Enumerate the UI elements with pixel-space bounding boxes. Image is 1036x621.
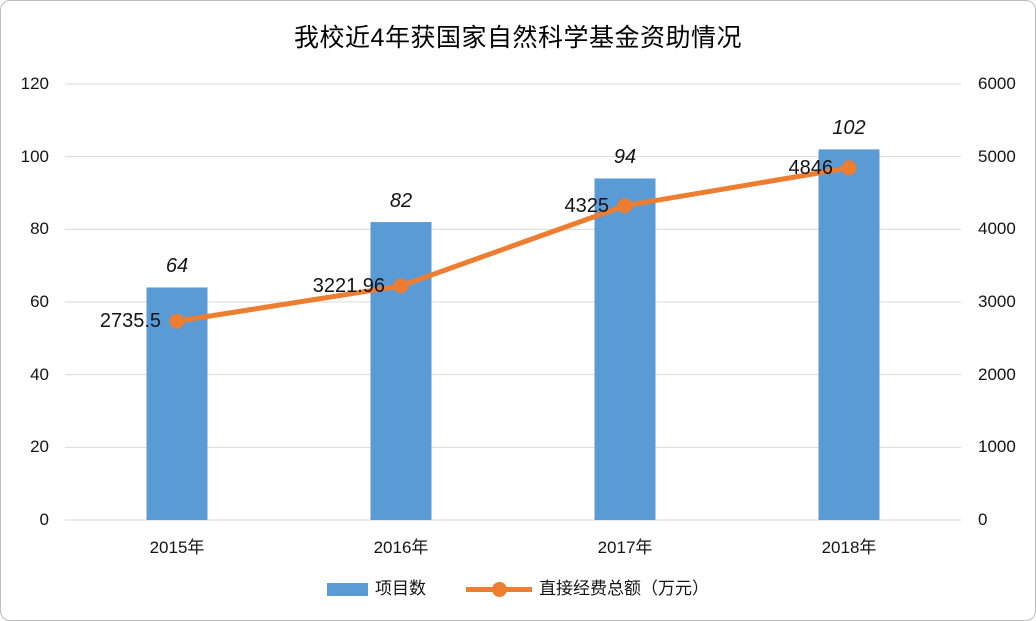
bar-value-label: 64 (165, 255, 189, 278)
y-axis-tick-left: 40 (30, 364, 49, 384)
line-value-label: 4325 (564, 194, 610, 217)
x-axis-label: 2015年 (149, 538, 205, 557)
legend: 项目数 直接经费总额（万元） (1, 578, 1035, 600)
legend-label-projects: 项目数 (375, 579, 426, 598)
y-axis-tick-left: 80 (30, 219, 49, 239)
line-marker-icon (492, 581, 507, 597)
legend-label-funding: 直接经费总额（万元） (539, 579, 709, 598)
legend-item-funding: 直接经费总额（万元） (466, 578, 709, 600)
line-point (393, 278, 409, 294)
bar-series-swatch-icon (327, 582, 368, 596)
bar (594, 178, 656, 520)
line-point (617, 198, 633, 214)
line-value-label: 4846 (788, 156, 834, 179)
y-axis-tick-right: 6000 (978, 74, 1016, 93)
bar-value-label: 94 (613, 146, 637, 169)
line-point (169, 313, 185, 329)
y-axis-tick-right: 0 (978, 510, 988, 529)
line-value-label: 2735.5 (99, 310, 161, 333)
y-axis-tick-right: 4000 (978, 219, 1016, 239)
y-axis-tick-left: 0 (39, 510, 49, 529)
y-axis-tick-left: 100 (20, 146, 49, 166)
y-axis-tick-right: 1000 (978, 437, 1016, 457)
y-axis-tick-right: 5000 (978, 146, 1016, 166)
bar (370, 222, 432, 521)
x-axis-label: 2018年 (821, 538, 877, 557)
legend-item-projects: 项目数 (327, 578, 426, 600)
chart-title: 我校近4年获国家自然科学基金资助情况 (294, 24, 742, 52)
x-axis-label: 2017年 (597, 538, 653, 557)
line-value-label: 3221.96 (312, 274, 385, 297)
bar (818, 149, 880, 520)
bar-value-label: 82 (389, 190, 413, 213)
y-axis-tick-left: 120 (20, 74, 49, 93)
line-series (174, 165, 852, 324)
bar-value-label: 102 (832, 117, 866, 140)
y-axis-tick-left: 60 (30, 292, 49, 311)
y-axis-tick-right: 3000 (978, 292, 1016, 311)
y-axis-tick-right: 2000 (978, 364, 1016, 384)
line-series-swatch-icon (466, 581, 532, 597)
y-axis-tick-left: 20 (30, 437, 49, 457)
x-axis-label: 2016年 (373, 538, 429, 557)
line-point (841, 160, 857, 176)
